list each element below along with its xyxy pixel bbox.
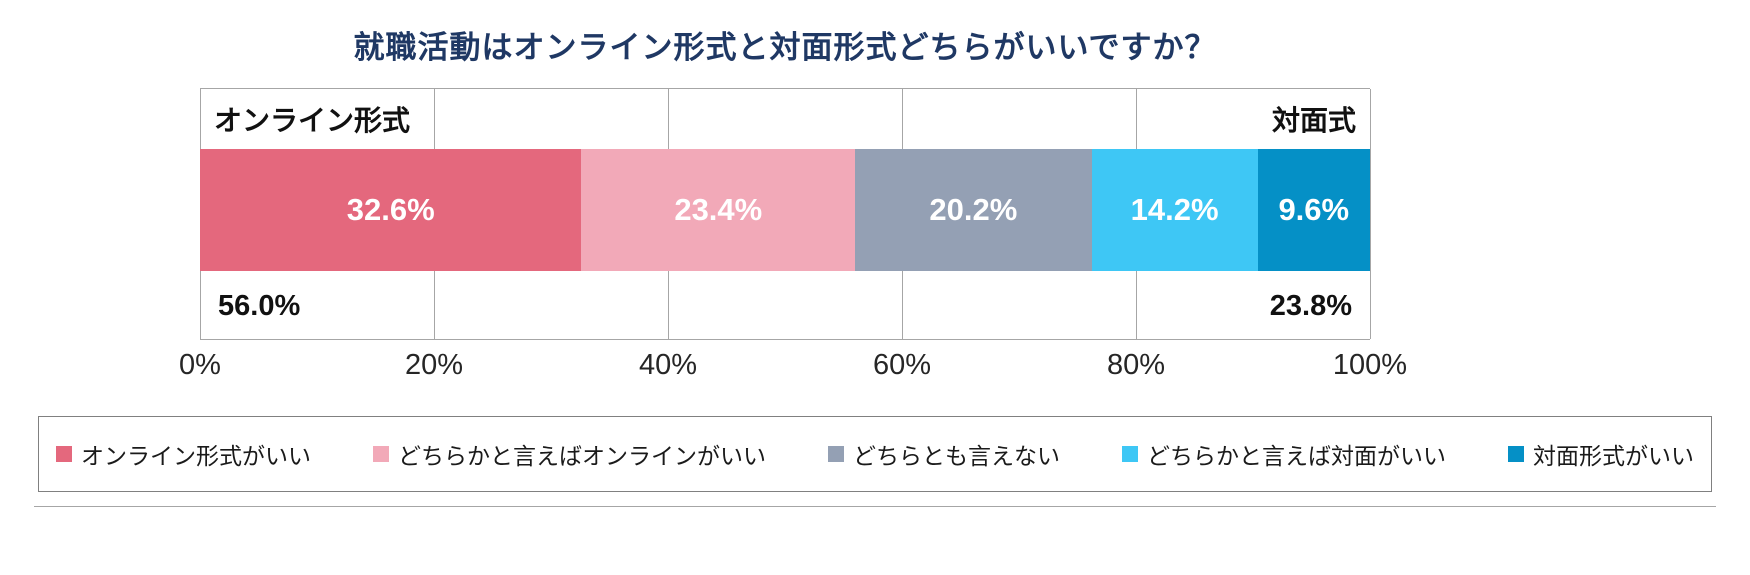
legend-item-5: 対面形式がいい <box>1508 437 1694 471</box>
legend-item-3: どちらとも言えない <box>828 437 1060 471</box>
segment-value-label: 9.6% <box>1278 192 1350 227</box>
bar-segment-4: 14.2% <box>1091 149 1258 271</box>
segment-value-label: 14.2% <box>1130 192 1219 227</box>
legend-item-1: オンライン形式がいい <box>56 437 311 471</box>
legend-item-2: どちらかと言えばオンラインがいい <box>373 437 766 471</box>
legend-swatch <box>828 446 844 462</box>
bar-segment-2: 23.4% <box>581 149 856 271</box>
legend-item-4: どちらかと言えば対面がいい <box>1122 437 1446 471</box>
bar-segment-5: 9.6% <box>1257 149 1370 271</box>
legend-item-label: オンライン形式がいい <box>81 443 311 469</box>
category-headers: オンライン形式 対面式 <box>200 89 1370 149</box>
segment-value-label: 32.6% <box>346 192 435 227</box>
x-tick-label-20%: 20% <box>404 349 464 381</box>
legend-item-label: どちらとも言えない <box>853 443 1060 469</box>
gridline-100% <box>1369 89 1371 339</box>
x-tick-label-100%: 100% <box>1332 349 1408 381</box>
online-total-label: 56.0% <box>218 289 301 322</box>
legend-item-label: どちらかと言えば対面がいい <box>1147 443 1446 469</box>
stacked-bar: 32.6% 23.4% 20.2% 14.2% 9.6% <box>200 149 1370 271</box>
left-side-header: オンライン形式 <box>214 105 411 136</box>
group-totals: 56.0% 23.8% <box>200 271 1370 341</box>
legend-item-label: どちらかと言えばオンラインがいい <box>398 443 766 469</box>
legend-swatch <box>373 446 389 462</box>
chart-bottom-rule <box>34 506 1716 507</box>
plot-area: オンライン形式 対面式 32.6% 23.4% 20.2% 14.2% 9.6% 56.… <box>199 88 1371 341</box>
legend-item-label: 対面形式がいい <box>1533 443 1694 469</box>
x-tick-label-0%: 0% <box>179 349 221 381</box>
segment-value-label: 23.4% <box>674 192 763 227</box>
chart-title: 就職活動はオンライン形式と対面形式どちらがいいですか？ <box>353 30 1217 65</box>
bar-segment-1: 32.6% <box>200 149 582 271</box>
right-side-header: 対面式 <box>1271 105 1356 136</box>
x-tick-label-60%: 60% <box>872 349 932 381</box>
legend: オンライン形式がいい どちらかと言えばオンラインがいい どちらとも言えない どちらかと… <box>38 416 1712 492</box>
x-tick-label-40%: 40% <box>638 349 698 381</box>
segment-value-label: 20.2% <box>929 192 1018 227</box>
legend-swatch <box>1122 446 1138 462</box>
legend-swatch <box>1508 446 1524 462</box>
bar-segment-3: 20.2% <box>855 149 1092 271</box>
x-tick-label-80%: 80% <box>1106 349 1166 381</box>
inperson-total-label: 23.8% <box>1269 289 1352 322</box>
x-axis-ticks: 0% 20% 40% 60% 80% 100% <box>179 349 1407 389</box>
legend-swatch <box>56 446 72 462</box>
